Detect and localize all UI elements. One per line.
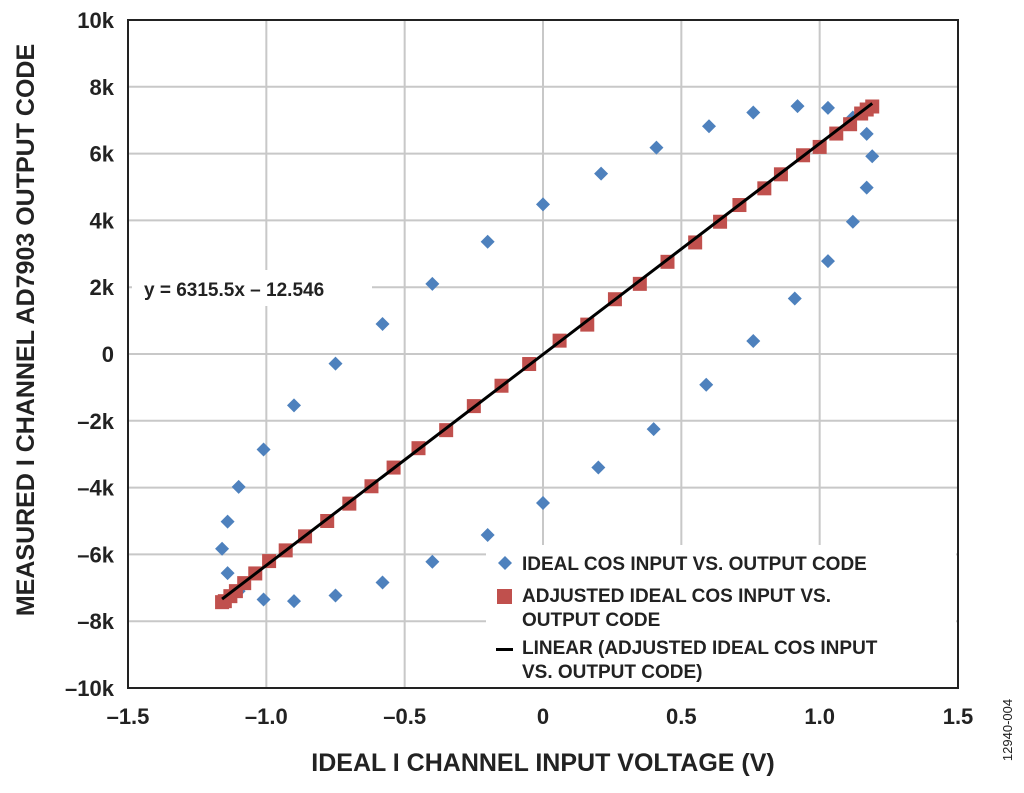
diamond-point [231,479,246,494]
diamond-point [536,197,550,212]
x-tick-label: 0.5 [666,704,697,729]
diamond-point [256,592,271,607]
legend-label-adjusted-line1: ADJUSTED IDEAL COS INPUT VS. [522,586,831,607]
diamond-point [287,398,301,413]
legend-square-marker [497,589,512,604]
diamond-point [859,180,874,195]
diamond-point [536,495,550,510]
square-point [632,276,647,291]
x-tick-labels: –1.5 –1.0 –0.5 0 0.5 1.0 1.5 [107,704,974,729]
y-tick-label: 6k [90,142,115,167]
square-point [215,595,230,610]
y-tick-labels: 10k 8k 6k 4k 2k 0 –2k –4k –6k –8k –10k [65,8,115,701]
diamond-point [820,100,835,115]
x-tick-label: 1.5 [943,704,974,729]
y-tick-label: 8k [90,75,115,100]
legend-label-adjusted-line2: OUTPUT CODE [522,610,660,631]
diamond-point [865,149,880,164]
y-tick-label: 0 [102,342,114,367]
y-tick-label: –6k [77,542,114,567]
y-axis-title: MEASURED I CHANNEL AD7903 OUTPUT CODE [12,44,40,616]
y-tick-label: 4k [90,208,115,233]
x-tick-label: –1.5 [107,704,150,729]
legend-background [486,545,956,687]
x-tick-label: –1.0 [245,704,288,729]
x-tick-label: 0 [537,704,549,729]
diamond-point [375,316,390,331]
trendline [221,102,874,601]
diamond-point [746,333,761,348]
y-tick-label: –8k [77,609,114,634]
diamond-point [699,377,714,392]
diamond-point [425,554,440,569]
diamond-point [220,566,235,581]
diamond-point [220,514,235,529]
diamond-point [287,594,301,609]
diamond-point [591,460,606,475]
legend-diamond-marker [498,556,512,570]
legend: IDEAL COS INPUT VS. OUTPUT CODE ADJUSTED… [486,545,956,687]
diamond-point [480,234,495,249]
x-axis-title: IDEAL I CHANNEL INPUT VOLTAGE (V) [311,749,774,777]
square-point [688,235,703,250]
square-point [843,117,858,132]
x-tick-label: 1.0 [804,704,835,729]
legend-label-linear-line1: LINEAR (ADJUSTED IDEAL COS INPUT [522,638,878,659]
y-tick-label: 10k [77,8,114,33]
diamond-point [845,214,860,229]
y-tick-label: 2k [90,275,115,300]
diamond-point [375,575,390,590]
y-tick-label: –10k [65,676,115,701]
figure-id: 12940-004 [1000,699,1015,761]
diamond-point [328,356,343,371]
diamond-point [702,119,716,134]
diamond-point [787,291,802,306]
diamond-point [859,126,874,141]
plot-frame [127,19,959,689]
square-point [580,317,595,332]
legend-label-ideal-cos: IDEAL COS INPUT VS. OUTPUT CODE [522,554,867,575]
trendline-equation: y = 6315.5x – 12.546 [132,270,372,306]
diamond-point [256,442,271,457]
trendline-line [221,102,874,601]
diamond-point [790,99,805,114]
diamond-point [646,422,661,437]
legend-line-marker [496,648,513,651]
diamond-point [480,528,495,543]
legend-label-linear-line2: VS. OUTPUT CODE) [522,662,703,683]
equation-label: y = 6315.5x – 12.546 [144,280,324,301]
diamond-point [215,541,230,556]
diamond-point [594,166,609,181]
y-tick-label: –2k [77,409,114,434]
diamond-point [328,588,343,603]
diamond-point [649,140,664,155]
diamond-point [425,276,440,291]
equation-background [132,270,372,306]
diamond-point [746,105,761,120]
y-tick-label: –4k [77,476,114,501]
square-point [812,139,827,154]
diamond-point [820,254,835,269]
x-tick-label: –0.5 [383,704,426,729]
square-point [829,126,844,141]
